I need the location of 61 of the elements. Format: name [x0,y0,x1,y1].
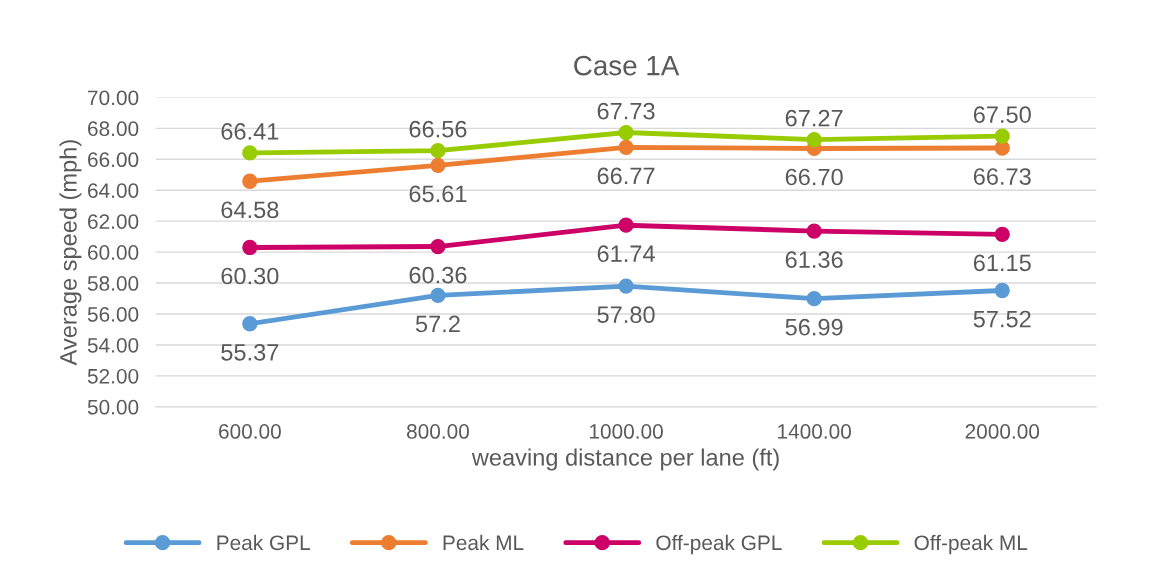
point [618,278,634,294]
x-tick-label: 1000.00 [589,424,663,439]
y-tick-label: 58.00 [87,276,139,291]
y-tick-label: 56.00 [87,307,139,322]
y-tick-label: 52.00 [87,368,139,384]
point [618,217,634,233]
point [618,124,634,141]
y-tick-label: 64.00 [88,183,139,198]
point [994,282,1010,299]
legend-label: Off-peak GPL [656,534,782,555]
x-axis-title: weaving distance per lane (ft) [471,448,779,471]
legend-label: Peak ML [443,534,524,551]
data-label: 55.37 [221,343,279,361]
data-label: 60.30 [221,267,279,285]
y-tick-label: 62.00 [88,214,139,229]
data-label: 61.36 [785,251,843,268]
data-label: 56.99 [785,318,843,336]
data-label: 61.74 [597,245,655,263]
y-tick-label: 70.00 [88,90,139,106]
point [806,132,822,148]
point [994,128,1010,144]
data-label: 57.2 [415,315,460,333]
data-label: 60.36 [409,266,467,284]
point [430,238,446,255]
data-label: 66.77 [597,167,655,185]
point [430,157,446,173]
point [618,139,634,156]
data-label: 64.58 [221,201,279,219]
data-label: 66.41 [221,123,279,140]
x-tick-label: 1400.00 [778,424,851,439]
data-label: 65.61 [409,185,467,203]
data-label: 61.15 [973,254,1031,272]
chart-title: Case 1A [574,55,680,76]
data-label: 67.73 [597,102,655,120]
x-tick-label: 600.00 [219,424,281,439]
data-label: 66.73 [973,168,1031,185]
point [430,287,446,304]
y-tick-label: 54.00 [87,337,139,353]
data-label: 66.56 [409,120,467,138]
x-tick-label: 800.00 [406,424,469,439]
data-label: 67.50 [973,106,1031,123]
data-label: 57.80 [597,306,655,324]
point [242,316,258,332]
point [806,223,822,239]
point [242,173,258,189]
y-axis-title: Average speed (mph) [59,140,82,366]
point [430,142,446,159]
point [242,239,258,256]
y-tick-label: 68.00 [88,121,139,137]
legend-label: Peak GPL [217,534,310,551]
data-label: 67.27 [785,109,843,127]
data-label: 57.52 [973,310,1031,328]
point [806,291,822,307]
y-tick-label: 50.00 [87,399,139,415]
data-label: 66.70 [785,168,843,186]
point [242,145,258,161]
x-tick-label: 2000.00 [965,424,1040,439]
y-tick-label: 66.00 [88,152,139,168]
legend-label: Off-peak ML [914,534,1028,555]
point [994,226,1010,242]
y-tick-label: 60.00 [88,245,139,260]
